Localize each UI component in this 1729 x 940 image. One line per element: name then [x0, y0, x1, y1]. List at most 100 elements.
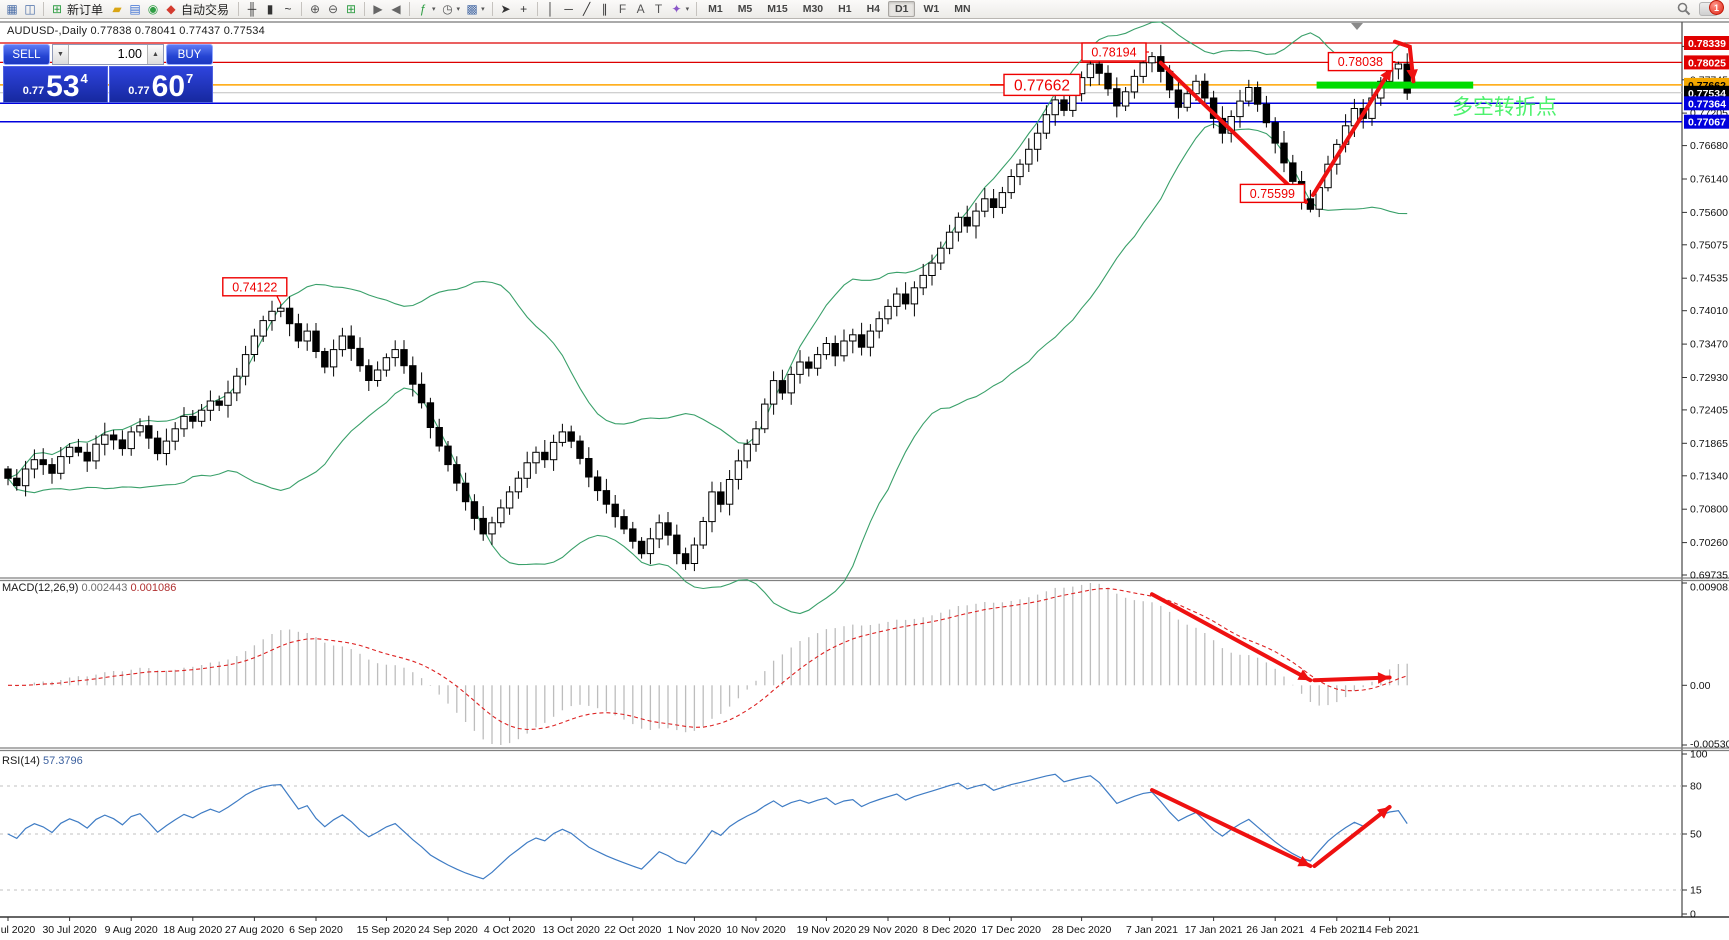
svg-text:0.009081: 0.009081 [1690, 582, 1729, 594]
svg-text:8 Dec 2020: 8 Dec 2020 [923, 924, 977, 936]
svg-text:1 Nov 2020: 1 Nov 2020 [668, 924, 722, 936]
symbol-ohlc-line: AUDUSD-,Daily 0.77838 0.78041 0.77437 0.… [7, 25, 265, 37]
svg-text:0.78025: 0.78025 [1688, 57, 1726, 69]
support-zone-bar [1316, 81, 1474, 89]
cursor-icon[interactable]: ➤ [500, 2, 511, 16]
vertical-line-icon[interactable]: │ [546, 2, 555, 16]
tile-windows-icon[interactable]: ⊞ [346, 2, 357, 16]
dropdown-arrow-icon[interactable]: ▾ [685, 6, 690, 13]
price-scale[interactable]: 0.782850.777450.772050.766800.761400.756… [1682, 36, 1729, 921]
zoom-out-icon[interactable]: ⊖ [328, 2, 339, 16]
svg-text:4 Feb 2021: 4 Feb 2021 [1310, 924, 1363, 936]
timeframe-button-M15[interactable]: M15 [767, 3, 788, 15]
timeframe-button-M5[interactable]: M5 [737, 3, 753, 15]
timeframe-button-M30[interactable]: M30 [802, 3, 824, 15]
timeframe-button-H4[interactable]: H4 [866, 3, 881, 15]
dropdown-arrow-icon[interactable]: ▾ [456, 6, 461, 13]
macd-signal-line [7, 587, 1408, 731]
channel-icon[interactable]: ∥ [601, 2, 608, 16]
rsi-value: 57.3796 [42, 755, 83, 767]
chart-shift-icon[interactable]: ◀ [391, 2, 401, 16]
templates-icon[interactable]: ▩ [466, 2, 478, 16]
dropdown-arrow-icon[interactable]: ▾ [481, 6, 485, 13]
svg-text:0.69735: 0.69735 [1690, 570, 1728, 582]
volume-decrease-icon[interactable]: ▼ [53, 45, 69, 64]
notifications-icon[interactable]: 1 [1699, 0, 1724, 16]
svg-text:0.76680: 0.76680 [1690, 140, 1728, 152]
dropdown-arrow-icon[interactable]: ▾ [432, 6, 436, 13]
svg-text:0.75075: 0.75075 [1690, 239, 1728, 251]
bar-chart-icon[interactable]: ╫ [247, 2, 257, 16]
sell-price-prefix: 0.77 [22, 85, 45, 97]
svg-text:17 Dec 2020: 17 Dec 2020 [981, 924, 1041, 936]
svg-text:28 Dec 2020: 28 Dec 2020 [1052, 924, 1112, 936]
sell-price[interactable]: 0.77 53 4 [3, 66, 108, 103]
toolbar-separator [696, 2, 698, 16]
svg-text:0.72930: 0.72930 [1690, 372, 1728, 384]
indicators-icon[interactable]: ƒ [419, 2, 427, 16]
new-order-icon[interactable]: ⊞ [51, 2, 63, 16]
timeframe-button-MN[interactable]: MN [954, 3, 971, 15]
signals-icon[interactable]: ◉ [147, 2, 159, 16]
sell-button[interactable]: SELL [3, 44, 50, 65]
toolbar-separator [364, 2, 366, 16]
svg-text:0.78339: 0.78339 [1688, 38, 1726, 50]
text-icon[interactable]: A [636, 2, 645, 16]
candlesticks [4, 44, 1411, 572]
autotrading-label[interactable]: 自动交易 [181, 2, 230, 17]
one-click-trade-panel: SELL ▼ 1.00 ▲ BUY 0.77 53 4 0.77 60 7 [3, 44, 213, 103]
macd-main-value: 0.002443 [81, 582, 128, 594]
buy-price[interactable]: 0.77 60 7 [108, 66, 213, 103]
toolbar-separator [536, 2, 538, 16]
svg-text:24 Sep 2020: 24 Sep 2020 [418, 924, 478, 936]
periods-icon[interactable]: ◷ [442, 2, 453, 16]
shapes-icon[interactable]: ✦ [671, 2, 682, 16]
text-label-icon[interactable]: T [654, 2, 663, 16]
strategy-tester-icon[interactable]: ▤ [129, 2, 141, 16]
svg-text:10 Nov 2020: 10 Nov 2020 [726, 924, 786, 936]
rsi-indicator-label: RSI(14) 57.3796 [2, 755, 83, 767]
svg-text:0.75600: 0.75600 [1690, 207, 1728, 219]
svg-text:0.71865: 0.71865 [1690, 438, 1728, 450]
timeframe-button-M1[interactable]: M1 [708, 3, 723, 15]
volume-increase-icon[interactable]: ▲ [147, 45, 163, 64]
date-axis[interactable]: 21 Jul 2020 30 Jul 2020 9 Aug 2020 18 Aug 2… [0, 917, 1419, 936]
autotrading-icon[interactable]: ◆ [166, 2, 176, 16]
turning-point-note: 多空转折点 [1452, 96, 1557, 119]
svg-text:0.74535: 0.74535 [1690, 273, 1728, 285]
svg-text:0.72405: 0.72405 [1690, 404, 1728, 416]
svg-text:0.74122: 0.74122 [232, 280, 277, 294]
new-order-label[interactable]: 新订单 [67, 2, 104, 17]
profiles-icon[interactable]: ◫ [24, 2, 36, 16]
timeframe-button-H1[interactable]: H1 [838, 3, 852, 15]
line-chart-icon[interactable]: ~ [284, 2, 292, 16]
timeframe-button-D1[interactable]: D1 [888, 1, 916, 17]
volume-value[interactable]: 1.00 [117, 47, 142, 61]
svg-text:100: 100 [1690, 749, 1708, 761]
fibonacci-icon[interactable]: F [618, 2, 627, 16]
buy-button[interactable]: BUY [166, 44, 213, 65]
crosshair-icon[interactable]: + [520, 2, 528, 16]
gold-icon[interactable]: ▰ [112, 2, 122, 16]
new-chart-icon[interactable]: ▦ [6, 2, 18, 16]
chart-shift-marker [1351, 23, 1363, 30]
svg-text:0.78194: 0.78194 [1091, 46, 1136, 60]
svg-text:0.76140: 0.76140 [1690, 174, 1728, 186]
trendline-icon[interactable]: ╱ [582, 2, 591, 16]
zoom-in-icon[interactable]: ⊕ [310, 2, 321, 16]
svg-text:26 Jan 2021: 26 Jan 2021 [1246, 924, 1304, 936]
candlestick-icon[interactable]: ▮ [266, 2, 274, 16]
svg-text:27 Aug 2020: 27 Aug 2020 [225, 924, 284, 936]
volume-stepper[interactable]: ▼ 1.00 ▲ [52, 44, 164, 65]
svg-text:15: 15 [1690, 885, 1702, 897]
horizontal-line-icon[interactable]: ─ [564, 2, 573, 16]
search-icon[interactable] [1677, 2, 1691, 16]
svg-text:30 Jul 2020: 30 Jul 2020 [42, 924, 96, 936]
auto-scroll-icon[interactable]: ▶ [373, 2, 383, 16]
svg-text:0.71340: 0.71340 [1690, 470, 1728, 482]
svg-text:0.74010: 0.74010 [1690, 305, 1728, 317]
svg-text:15 Sep 2020: 15 Sep 2020 [357, 924, 417, 936]
timeframe-button-W1[interactable]: W1 [923, 3, 940, 15]
